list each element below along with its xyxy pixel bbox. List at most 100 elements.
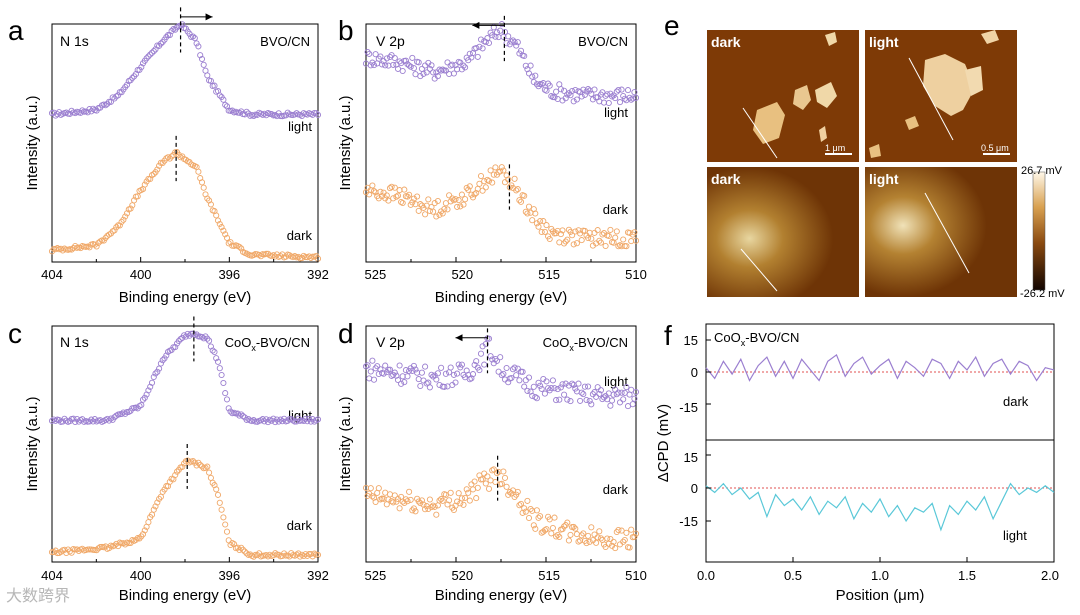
panel-d-point-light bbox=[513, 372, 520, 379]
panel-b-point-dark bbox=[449, 195, 456, 202]
panel-b-point-dark bbox=[390, 195, 397, 202]
panel-d-point-dark bbox=[406, 488, 413, 495]
panel-d-point-dark bbox=[586, 538, 593, 545]
panel-b-point-dark bbox=[369, 182, 376, 189]
panel-d-point-dark bbox=[409, 507, 416, 514]
panel-a-point-dark bbox=[309, 253, 316, 260]
panel-letter-f: f bbox=[664, 320, 672, 351]
panel-c-point-dark bbox=[204, 463, 211, 470]
panel-b-point-light bbox=[538, 81, 545, 88]
panel-d-point-dark bbox=[623, 529, 630, 536]
panel-f-sample-suffix: -BVO/CN bbox=[745, 330, 799, 345]
panel-b-point-dark bbox=[447, 198, 454, 205]
panel-d-point-light bbox=[442, 370, 449, 377]
panel-b-point-dark bbox=[562, 238, 569, 245]
panel-c-marks bbox=[48, 316, 322, 562]
panel-letter-c: c bbox=[8, 318, 22, 349]
panel-f-xtick-0: 0.0 bbox=[697, 568, 715, 583]
panel-b-point-light bbox=[527, 62, 534, 69]
panel-c-point-dark bbox=[241, 548, 248, 555]
panel-d-point-dark bbox=[588, 524, 595, 531]
panel-d-point-light bbox=[498, 372, 505, 379]
colorbar-max-label: 26.7 mV bbox=[1021, 165, 1062, 177]
panel-b-xtick-3: 510 bbox=[625, 267, 647, 282]
panel-a-sample-label: BVO/CN bbox=[260, 34, 310, 49]
panel-b-element-label: V 2p bbox=[376, 33, 405, 49]
panel-d-point-dark bbox=[578, 532, 585, 539]
panel-f-ytick-bot-0: 15 bbox=[684, 450, 698, 465]
panel-d-xtick-3: 510 bbox=[625, 568, 647, 583]
panel-a-point-light bbox=[164, 32, 172, 39]
panel-c-point-light bbox=[138, 401, 145, 409]
panel-b-point-dark bbox=[530, 206, 537, 213]
panel-b-point-light bbox=[524, 66, 531, 73]
panel-b-point-dark bbox=[417, 201, 424, 208]
panel-d-point-light bbox=[477, 350, 485, 357]
panel-d-point-light bbox=[410, 362, 417, 369]
panel-d-point-light bbox=[455, 361, 462, 368]
panel-d-point-dark bbox=[431, 503, 438, 510]
panel-b-label-light: light bbox=[604, 105, 628, 120]
afm-tr-scalebar-label: 0.5 μm bbox=[981, 143, 1009, 153]
panel-b-point-light bbox=[548, 93, 555, 100]
panel-b-point-dark bbox=[537, 218, 544, 225]
panel-d-xtick-1: 520 bbox=[451, 568, 473, 583]
panel-f-xlabel: Position (μm) bbox=[836, 587, 925, 604]
panel-b-point-dark bbox=[607, 226, 614, 233]
panel-b-point-dark bbox=[385, 197, 392, 204]
panel-c-point-light bbox=[157, 360, 164, 367]
panel-d-point-light bbox=[447, 364, 454, 371]
panel-c-point-dark bbox=[145, 519, 152, 526]
panel-b-point-dark bbox=[578, 237, 585, 244]
panel-d-point-dark bbox=[428, 504, 435, 511]
panel-d-point-light bbox=[551, 385, 558, 392]
panel-d-point-dark bbox=[564, 519, 571, 526]
panel-d-point-dark bbox=[500, 468, 507, 475]
panel-c-point-dark bbox=[132, 536, 139, 543]
panel-a-point-light bbox=[157, 40, 164, 47]
panel-d-point-light bbox=[468, 375, 475, 382]
panel-a-point-light bbox=[102, 102, 109, 109]
panel-d-point-light bbox=[629, 401, 636, 408]
panel-b-point-light bbox=[474, 53, 481, 60]
panel-d-point-dark bbox=[394, 495, 402, 503]
watermark-text: 大数跨界 bbox=[6, 588, 71, 605]
panel-a-point-dark bbox=[120, 216, 127, 223]
panel-a-point-dark bbox=[238, 245, 245, 252]
panel-d-point-light bbox=[583, 396, 590, 404]
panel-a-point-light bbox=[150, 48, 157, 55]
panel-b-point-dark bbox=[473, 189, 480, 197]
panel-b-point-light bbox=[426, 65, 433, 72]
panel-a-xtick-3: 392 bbox=[307, 267, 329, 282]
panel-b-point-light bbox=[477, 36, 485, 43]
panel-c-point-dark bbox=[213, 486, 220, 493]
panel-a-xlabel: Binding energy (eV) bbox=[119, 289, 252, 306]
panel-d-point-dark bbox=[549, 524, 556, 532]
panel-d-point-light bbox=[553, 397, 560, 404]
panel-d-sample-suffix: -BVO/CN bbox=[574, 335, 628, 350]
panel-c-point-dark bbox=[154, 499, 161, 506]
panel-d-point-dark bbox=[524, 497, 531, 504]
panel-a-point-dark bbox=[206, 197, 213, 204]
panel-d-point-light bbox=[631, 395, 638, 402]
panel-b-point-light bbox=[572, 86, 579, 94]
panel-letter-a: a bbox=[8, 15, 24, 46]
panel-d-point-light bbox=[632, 388, 640, 396]
panel-b-point-dark bbox=[433, 213, 440, 220]
panel-d-point-light bbox=[428, 371, 435, 378]
panel-c-point-light bbox=[145, 387, 152, 394]
panel-b-point-dark bbox=[446, 192, 453, 199]
panel-d-point-light bbox=[521, 383, 528, 390]
panel-c-point-dark bbox=[93, 547, 100, 554]
panel-b-point-dark bbox=[529, 217, 536, 224]
panel-d-point-dark bbox=[607, 535, 614, 543]
panel-a-point-dark bbox=[257, 253, 264, 260]
panel-c-point-dark bbox=[238, 544, 245, 551]
panel-a-point-dark bbox=[307, 254, 314, 262]
panel-b-point-dark bbox=[498, 164, 505, 171]
panel-a-point-dark bbox=[164, 154, 172, 161]
panel-a-point-dark bbox=[93, 243, 100, 250]
panel-d-point-light bbox=[525, 374, 533, 381]
panel-b-point-light bbox=[482, 39, 489, 46]
